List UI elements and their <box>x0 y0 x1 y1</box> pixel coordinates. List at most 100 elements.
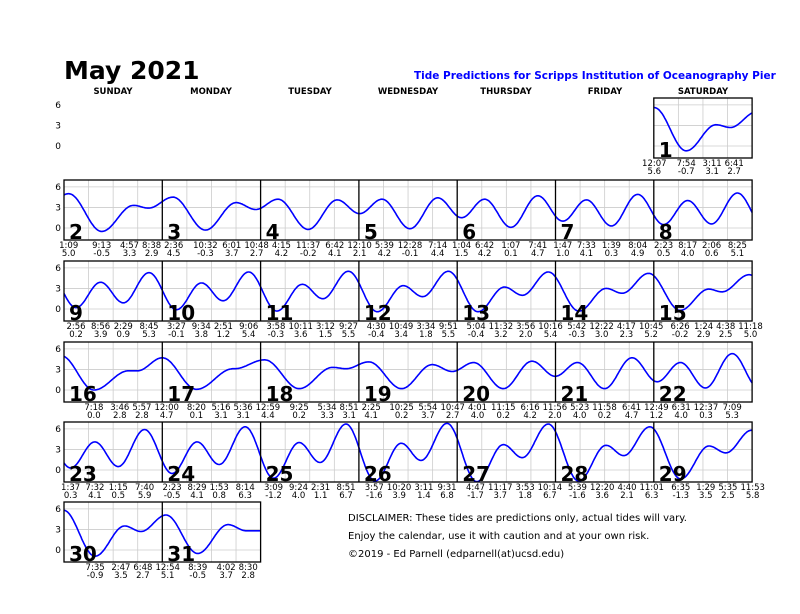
day-number: 1 <box>659 138 673 162</box>
tide-height-label: 5.5 <box>342 330 356 340</box>
tide-time-label: 5:57 <box>132 403 151 413</box>
tide-height-label: 6.7 <box>339 491 353 501</box>
tide-height-label: 2.8 <box>135 411 149 421</box>
day-number: 3 <box>167 220 181 244</box>
tide-time-label: 5:04 <box>467 322 486 332</box>
tide-time-label: 12:49 <box>644 403 669 413</box>
y-tick-label: 3 <box>55 365 61 375</box>
tide-time-label: 2:23 <box>654 241 673 251</box>
tide-height-label: 4.1 <box>580 249 594 259</box>
tide-height-label: 0.9 <box>117 330 131 340</box>
weekday-thursday: THURSDAY <box>480 87 532 97</box>
chart-subtitle: Tide Predictions for Scripps Institution… <box>414 70 776 82</box>
tide-time-label: 7:32 <box>85 483 104 493</box>
tide-time-label: 8:25 <box>728 241 747 251</box>
tide-time-label: 10:25 <box>389 403 414 413</box>
weekday-monday: MONDAY <box>190 87 232 97</box>
tide-time-label: 6:01 <box>222 241 241 251</box>
tide-time-label: 1:29 <box>696 483 715 493</box>
y-tick-label: 0 <box>55 224 61 234</box>
tide-height-label: 4.2 <box>378 249 392 259</box>
tide-time-label: 12:10 <box>347 241 372 251</box>
tide-height-label: -1.6 <box>569 491 586 501</box>
tide-height-label: 0.5 <box>112 491 126 501</box>
tide-curve <box>63 422 753 483</box>
tide-height-label: 3.0 <box>595 330 609 340</box>
tide-time-label: 6:42 <box>475 241 494 251</box>
tide-time-label: 10:20 <box>387 483 412 493</box>
week-row: 630 16 17 18 19 20 21 227:180.03:462.85:572.812… <box>55 341 753 421</box>
tide-height-label: 4.0 <box>573 411 587 421</box>
day-number: 23 <box>69 462 97 486</box>
tide-height-label: 2.3 <box>620 330 634 340</box>
day-number: 14 <box>561 301 589 325</box>
tide-time-label: 12:37 <box>694 403 719 413</box>
tide-height-label: -1.3 <box>673 491 690 501</box>
tide-height-label: 4.7 <box>160 411 174 421</box>
tide-time-label: 5:23 <box>570 403 589 413</box>
tide-height-label: 5.6 <box>648 167 662 177</box>
tide-height-label: 4.2 <box>275 249 289 259</box>
tide-height-label: 1.5 <box>455 249 469 259</box>
day-number: 8 <box>659 220 673 244</box>
tide-time-label: 11:53 <box>740 483 765 493</box>
tide-height-label: -1.6 <box>366 491 383 501</box>
tide-time-label: 6:48 <box>133 563 152 573</box>
y-tick-label: 3 <box>55 203 61 213</box>
tide-time-label: 5:42 <box>567 322 586 332</box>
tide-time-label: 7:14 <box>428 241 447 251</box>
tide-height-label: 2.7 <box>250 249 264 259</box>
tide-time-label: 6:41 <box>622 403 641 413</box>
tide-height-label: 0.2 <box>598 411 612 421</box>
tide-height-label: 3.1 <box>342 411 356 421</box>
tide-height-label: 3.3 <box>123 249 137 259</box>
tide-time-label: 12:28 <box>398 241 423 251</box>
tide-height-label: 5.2 <box>644 330 658 340</box>
tide-height-label: 1.8 <box>419 330 433 340</box>
tide-height-label: 5.1 <box>161 571 175 581</box>
tide-time-label: 8:38 <box>142 241 161 251</box>
tide-height-label: 0.5 <box>657 249 671 259</box>
tide-time-label: 11:37 <box>296 241 321 251</box>
tide-time-label: 5:39 <box>375 241 394 251</box>
y-tick-label: 6 <box>55 425 61 435</box>
day-number: 25 <box>266 462 294 486</box>
tide-height-label: 4.4 <box>261 411 275 421</box>
tide-height-label: 4.2 <box>478 249 492 259</box>
tide-height-label: 4.4 <box>431 249 445 259</box>
tide-time-label: 3:58 <box>266 322 285 332</box>
tide-height-label: 4.9 <box>631 249 645 259</box>
tide-time-label: 9:25 <box>290 403 309 413</box>
tide-time-label: 8:51 <box>340 403 359 413</box>
tide-time-label: 7:35 <box>86 563 105 573</box>
week-row: 6 3 0 9 10 11 12 13 14 15 2:560.2 8:563.9 2:290.9 8:4… <box>55 260 763 340</box>
tide-time-label: 7:54 <box>677 159 696 169</box>
tide-height-label: 3.5 <box>699 491 713 501</box>
tide-height-label: 2.8 <box>113 411 127 421</box>
day-number: 19 <box>364 382 392 406</box>
tide-height-label: 1.5 <box>319 330 333 340</box>
day-number: 6 <box>462 220 476 244</box>
tide-height-label: 4.7 <box>531 249 545 259</box>
tide-height-label: 3.8 <box>195 330 209 340</box>
day-number: 5 <box>364 220 378 244</box>
tide-height-label: -0.9 <box>87 571 104 581</box>
tide-height-label: 2.9 <box>697 330 711 340</box>
day-number: 2 <box>69 220 83 244</box>
tide-time-label: 12:59 <box>256 403 281 413</box>
tide-height-label: 0.2 <box>395 411 409 421</box>
tide-height-label: 1.8 <box>518 491 532 501</box>
tide-time-label: 8:17 <box>678 241 697 251</box>
y-tick-label: 3 <box>55 525 61 535</box>
day-number: 15 <box>659 301 687 325</box>
tide-height-label: 0.1 <box>504 249 518 259</box>
y-tick-label: 0 <box>55 466 61 476</box>
tide-height-label: 5.3 <box>142 330 156 340</box>
tide-time-label: 6:31 <box>672 403 691 413</box>
tide-time-label: 7:40 <box>135 483 154 493</box>
tide-time-label: 10:47 <box>440 403 465 413</box>
day-number: 4 <box>266 220 280 244</box>
tide-time-label: 1:39 <box>602 241 621 251</box>
tide-height-label: 0.6 <box>705 249 719 259</box>
